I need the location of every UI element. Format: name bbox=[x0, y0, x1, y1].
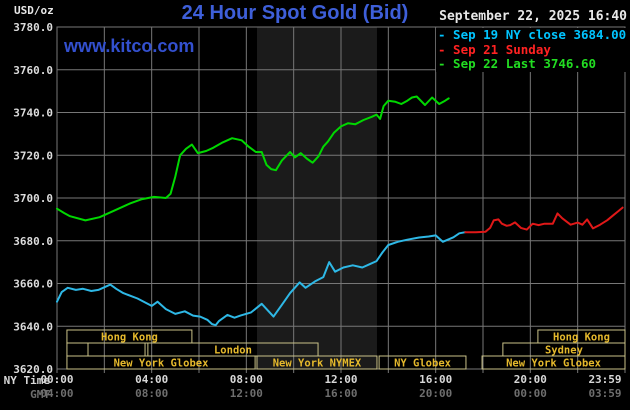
y-tick-label: 3720.0 bbox=[13, 149, 53, 162]
legend-item: - Sep 21 Sunday bbox=[438, 41, 551, 57]
session-label: London bbox=[214, 345, 252, 357]
x-tick-label-gmt: 00:00 bbox=[514, 387, 547, 400]
kitco-website-link[interactable]: www.kitco.com bbox=[64, 36, 195, 56]
x-tick-label-gmt: 20:00 bbox=[419, 387, 452, 400]
x-tick-label-gmt: 03:59 bbox=[588, 387, 621, 400]
y-tick-label: 3740.0 bbox=[13, 107, 53, 120]
session-box bbox=[481, 355, 626, 370]
session-label: Sydney bbox=[545, 345, 584, 357]
x-axis-row-label-gmt: GMT bbox=[30, 388, 50, 401]
y-tick-label: 3660.0 bbox=[13, 278, 53, 291]
session-label: Hong Kong bbox=[553, 332, 610, 344]
y-axis-unit-label: USD/oz bbox=[14, 4, 54, 17]
x-tick-label-ny: 00:00 bbox=[40, 373, 73, 386]
x-tick-label-gmt: 08:00 bbox=[135, 387, 168, 400]
y-tick-label: 3680.0 bbox=[13, 235, 53, 248]
session-label: NY Globex bbox=[394, 358, 452, 370]
x-tick-label-gmt: 04:00 bbox=[40, 387, 73, 400]
x-axis-row-label-nytime: NY Time bbox=[3, 374, 50, 387]
y-tick-label: 3780.0 bbox=[13, 21, 53, 34]
x-tick-label-ny: 12:00 bbox=[324, 373, 357, 386]
price-line-sep22-last bbox=[56, 95, 450, 222]
x-tick-label-ny: 23:59 bbox=[588, 373, 621, 386]
x-tick-label-gmt: 12:00 bbox=[230, 387, 263, 400]
price-line-sep19-close bbox=[56, 231, 467, 327]
legend-item: - Sep 19 NY close 3684.00 bbox=[438, 27, 627, 42]
session-box bbox=[378, 355, 467, 370]
session-box bbox=[66, 342, 89, 357]
session-label: New York NYMEX bbox=[273, 358, 362, 370]
x-tick-label-ny: 08:00 bbox=[230, 373, 263, 386]
page-title: 24 Hour Spot Gold (Bid) bbox=[181, 2, 409, 24]
y-tick-label: 3620.0 bbox=[13, 363, 53, 376]
session-box bbox=[87, 342, 146, 357]
y-tick-label: 3640.0 bbox=[13, 320, 53, 333]
x-tick-label-ny: 20:00 bbox=[514, 373, 547, 386]
price-line-sep21-sunday bbox=[464, 206, 624, 234]
y-tick-label: 3700.0 bbox=[13, 192, 53, 205]
legend-item: - Sep 22 Last 3746.60 bbox=[438, 56, 597, 71]
session-box bbox=[256, 355, 378, 370]
x-tick-label-ny: 16:00 bbox=[419, 373, 452, 386]
session-label: New York Globex bbox=[114, 358, 210, 370]
x-tick-label-ny: 04:00 bbox=[135, 373, 168, 386]
session-box bbox=[66, 355, 256, 370]
chart-datetime: September 22, 2025 16:40 bbox=[439, 9, 627, 24]
legend: - Sep 19 NY close 3684.00- Sep 21 Sunday… bbox=[436, 27, 628, 72]
session-label: Hong Kong bbox=[101, 332, 158, 344]
session-label: New York Globex bbox=[506, 358, 602, 370]
x-tick-label-gmt: 16:00 bbox=[324, 387, 357, 400]
y-tick-label: 3760.0 bbox=[13, 64, 53, 77]
